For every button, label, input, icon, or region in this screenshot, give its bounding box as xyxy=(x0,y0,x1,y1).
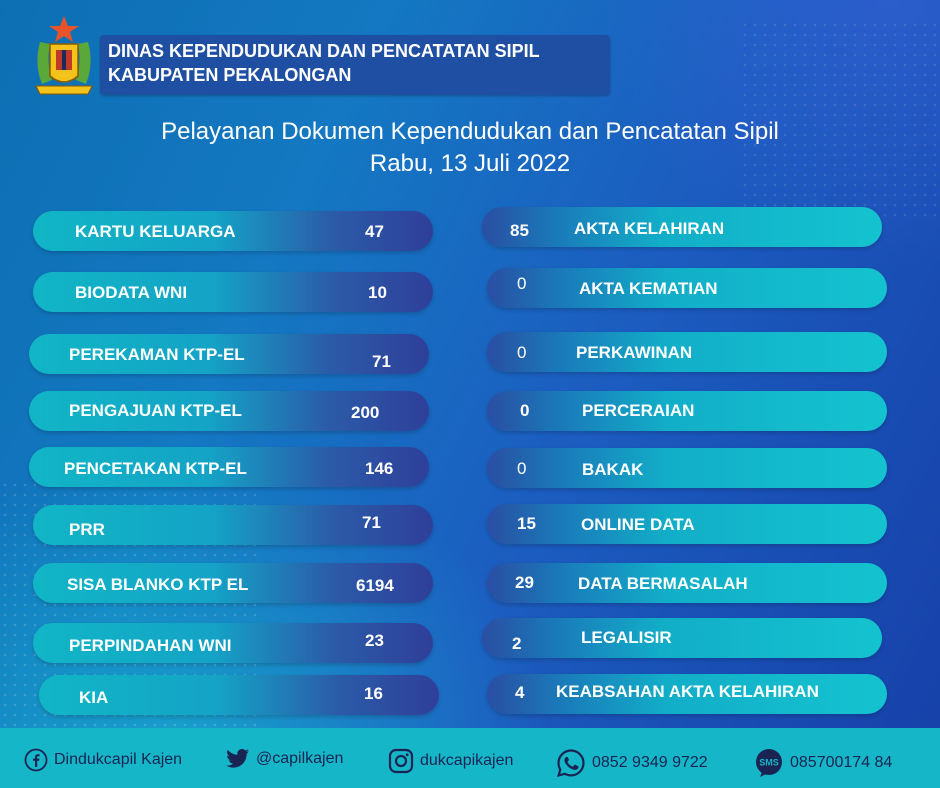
stat-value: 16 xyxy=(364,684,383,703)
stat-value: 71 xyxy=(372,352,391,371)
instagram-icon xyxy=(388,748,414,774)
stat-value: 2 xyxy=(512,634,522,653)
stat-label: AKTA KELAHIRAN xyxy=(574,219,725,238)
facebook-contact[interactable]: Dindukcapil Kajen xyxy=(24,748,182,772)
stat-label: AKTA KEMATIAN xyxy=(579,279,718,298)
stat-label: KARTU KELUARGA xyxy=(75,222,236,241)
facebook-icon xyxy=(24,748,48,772)
page-title: Pelayanan Dokumen Kependudukan dan Penca… xyxy=(161,118,779,145)
whatsapp-contact[interactable]: 0852 9349 9722 xyxy=(556,748,708,778)
stat-value: 71 xyxy=(362,513,381,532)
stat-row: KIA 16 xyxy=(39,675,439,715)
stat-row: PENGAJUAN KTP-EL 200 xyxy=(29,391,429,431)
twitter-contact[interactable]: @capilkajen xyxy=(226,748,343,770)
stat-row: 0 BAKAK xyxy=(487,448,887,488)
stat-row: PERPINDAHAN WNI 23 xyxy=(33,623,433,663)
stat-row: 4 KEABSAHAN AKTA KELAHIRAN xyxy=(487,674,887,714)
organization-name: DINAS KEPENDUDUKAN DAN PENCATATAN SIPIL xyxy=(108,41,540,61)
stat-value: 146 xyxy=(365,459,394,478)
stat-label: SISA BLANKO KTP EL xyxy=(67,575,249,594)
stat-label: PERKAWINAN xyxy=(576,343,693,362)
stat-row: 0 AKTA KEMATIAN xyxy=(487,268,887,308)
stat-label: LEGALISIR xyxy=(581,628,672,647)
stat-value: 15 xyxy=(517,514,536,533)
facebook-handle: Dindukcapil Kajen xyxy=(54,751,183,768)
whatsapp-number: 0852 9349 9722 xyxy=(592,754,708,771)
stat-row: 2 LEGALISIR xyxy=(482,618,882,658)
stat-row: SISA BLANKO KTP EL 6194 xyxy=(33,563,433,603)
stat-label: ONLINE DATA xyxy=(581,515,695,534)
stat-value: 85 xyxy=(510,221,529,240)
instagram-contact[interactable]: dukcapikajen xyxy=(388,748,513,774)
whatsapp-icon xyxy=(557,749,585,777)
contact-footer: Dindukcapil Kajen @capilkajen dukcapikaj… xyxy=(0,728,940,788)
stat-row: 0 PERCERAIAN xyxy=(487,391,887,431)
stat-value: 6194 xyxy=(356,576,394,595)
stat-row: 85 AKTA KELAHIRAN xyxy=(482,207,882,247)
stat-label: PRR xyxy=(69,520,105,539)
stat-label: PEREKAMAN KTP-EL xyxy=(69,345,245,364)
stat-row: 15 ONLINE DATA xyxy=(487,504,887,544)
sms-icon: SMS xyxy=(756,749,782,777)
sms-number: 085700174 84 xyxy=(790,754,893,771)
stat-label: BAKAK xyxy=(582,460,644,479)
dot-pattern xyxy=(740,20,940,220)
organization-region: KABUPATEN PEKALONGAN xyxy=(108,65,352,85)
twitter-icon xyxy=(226,749,249,768)
stat-row: BIODATA WNI 10 xyxy=(33,272,433,312)
stat-label: PENCETAKAN KTP-EL xyxy=(64,459,247,478)
stat-row: PRR 71 xyxy=(33,505,433,545)
organization-banner: DINAS KEPENDUDUKAN DAN PENCATATAN SIPIL … xyxy=(100,35,610,95)
stat-value: 23 xyxy=(365,631,384,650)
stat-label: KIA xyxy=(79,688,109,707)
stat-value: 0 xyxy=(517,343,527,362)
stat-label: PENGAJUAN KTP-EL xyxy=(69,401,242,420)
twitter-handle: @capilkajen xyxy=(256,750,344,767)
stat-row: 29 DATA BERMASALAH xyxy=(487,563,887,603)
stat-value: 4 xyxy=(515,683,525,702)
stat-value: 47 xyxy=(365,222,384,241)
instagram-handle: dukcapikajen xyxy=(420,752,514,769)
stat-value: 29 xyxy=(515,573,534,592)
stat-row: 0 PERKAWINAN xyxy=(487,332,887,372)
stat-value: 0 xyxy=(520,401,530,420)
stat-row: KARTU KELUARGA 47 xyxy=(33,211,433,251)
stat-label: KEABSAHAN AKTA KELAHIRAN xyxy=(556,682,819,701)
stat-row: PEREKAMAN KTP-EL 71 xyxy=(29,334,429,374)
page-date: Rabu, 13 Juli 2022 xyxy=(369,150,571,177)
sms-contact[interactable]: SMS 085700174 84 xyxy=(754,748,892,778)
stat-value: 0 xyxy=(517,274,527,293)
regency-emblem-logo xyxy=(35,16,93,95)
stat-label: DATA BERMASALAH xyxy=(578,574,748,593)
svg-text:SMS: SMS xyxy=(759,758,779,768)
stat-label: BIODATA WNI xyxy=(75,283,188,302)
stat-value: 10 xyxy=(368,283,387,302)
stat-value: 0 xyxy=(517,459,527,478)
stat-label: PERCERAIAN xyxy=(582,401,695,420)
stat-label: PERPINDAHAN WNI xyxy=(69,636,232,655)
stat-value: 200 xyxy=(351,403,380,422)
stat-row: PENCETAKAN KTP-EL 146 xyxy=(29,447,429,487)
